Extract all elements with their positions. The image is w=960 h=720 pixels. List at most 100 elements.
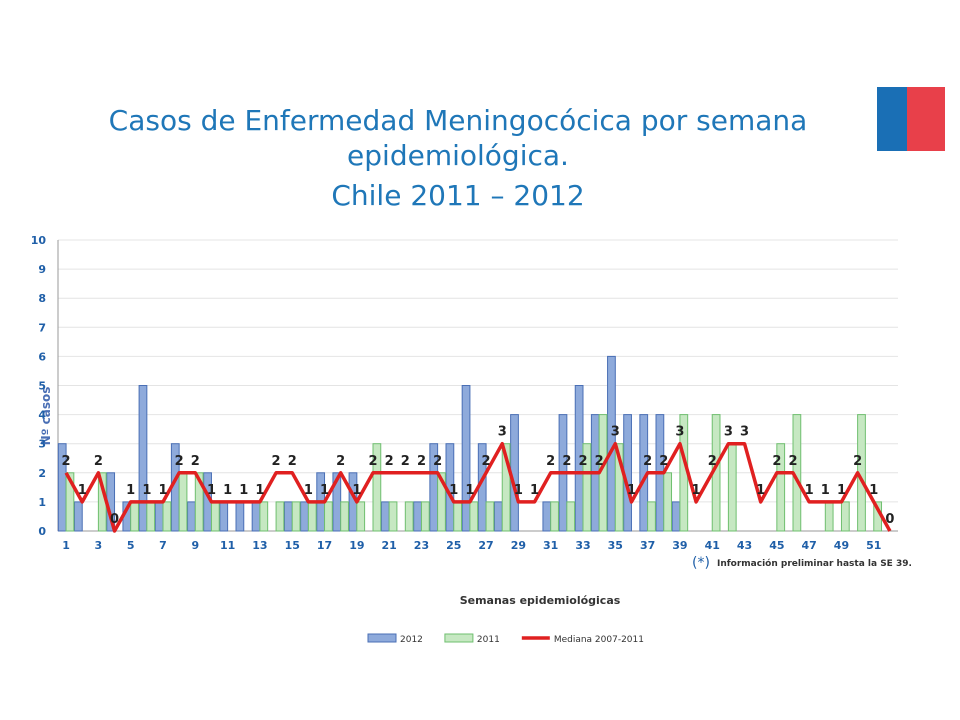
- x-tick-label: 29: [511, 539, 526, 552]
- bar: [501, 443, 511, 532]
- data-label: 2: [788, 454, 797, 469]
- x-tick-label: 1: [62, 539, 70, 552]
- data-label: 2: [62, 454, 71, 469]
- bar: [647, 501, 656, 532]
- title-line: Chile 2011 – 2012: [331, 179, 584, 212]
- data-label: 3: [740, 425, 749, 440]
- data-label: 2: [191, 454, 200, 469]
- data-label: 2: [562, 454, 571, 469]
- title-line: epidemiológica.: [347, 139, 569, 172]
- bar: [210, 501, 220, 532]
- data-label: 2: [385, 454, 394, 469]
- data-label: 1: [320, 483, 329, 498]
- data-label: 3: [675, 425, 684, 440]
- x-tick-label: 13: [252, 539, 267, 552]
- data-label: 2: [546, 454, 555, 469]
- x-tick-label: 47: [801, 539, 816, 552]
- data-label: 1: [514, 483, 523, 498]
- x-tick-label: 3: [95, 539, 103, 552]
- data-label: 2: [94, 454, 103, 469]
- bar: [154, 501, 164, 532]
- bar: [420, 501, 430, 532]
- data-label: 1: [465, 483, 474, 498]
- data-label: 2: [401, 454, 410, 469]
- data-label: 2: [272, 454, 281, 469]
- data-label: 1: [223, 483, 232, 498]
- bar: [413, 501, 422, 532]
- bar: [566, 501, 576, 532]
- x-tick-label: 15: [285, 539, 300, 552]
- data-label: 1: [304, 483, 313, 498]
- bar: [776, 443, 786, 532]
- bar: [259, 501, 269, 532]
- bar: [388, 501, 398, 532]
- data-label: 1: [821, 483, 830, 498]
- bar: [73, 501, 83, 532]
- x-tick-label: 19: [349, 539, 364, 552]
- x-tick-label: 33: [575, 539, 590, 552]
- data-label: 1: [756, 483, 765, 498]
- x-tick-label: 5: [127, 539, 135, 552]
- y-tick-label: 0: [38, 525, 46, 538]
- bar: [461, 385, 471, 532]
- data-label: 1: [255, 483, 264, 498]
- legend-label: 2012: [400, 635, 423, 645]
- bar: [300, 501, 309, 532]
- bar: [194, 472, 204, 532]
- bar: [251, 501, 261, 532]
- data-label: 1: [78, 483, 87, 498]
- x-tick-label: 23: [414, 539, 429, 552]
- data-label: 0: [110, 512, 119, 527]
- bar: [138, 385, 148, 532]
- bar: [404, 501, 414, 532]
- bar: [324, 501, 333, 532]
- legend-label: Mediana 2007-2011: [554, 635, 644, 645]
- y-tick-label: 9: [38, 263, 46, 276]
- y-tick-label: 5: [38, 380, 46, 393]
- x-tick-label: 41: [705, 539, 720, 552]
- bar: [663, 472, 673, 532]
- data-label: 1: [207, 483, 216, 498]
- bar: [469, 501, 479, 532]
- data-label: 2: [336, 454, 345, 469]
- bar: [146, 501, 156, 532]
- bar: [542, 501, 552, 532]
- bar: [283, 501, 293, 532]
- bar: [235, 501, 245, 532]
- bar: [380, 501, 390, 532]
- note-mark: (*): [692, 555, 710, 571]
- y-tick-label: 1: [38, 496, 46, 509]
- y-axis-label: Nº casos: [39, 387, 53, 446]
- data-label: 0: [885, 512, 894, 527]
- data-label: 1: [158, 483, 167, 498]
- data-label: 2: [482, 454, 491, 469]
- bar: [340, 501, 349, 532]
- data-label: 2: [417, 454, 426, 469]
- x-tick-label: 37: [640, 539, 655, 552]
- y-tick-label: 6: [38, 350, 46, 363]
- data-label: 2: [595, 454, 604, 469]
- x-tick-label: 7: [159, 539, 167, 552]
- x-tick-label: 11: [220, 539, 235, 552]
- data-label: 2: [175, 454, 184, 469]
- data-label: 2: [288, 454, 297, 469]
- bar: [824, 501, 834, 532]
- data-label: 1: [869, 483, 878, 498]
- x-axis-label: Semanas epidemiológicas: [460, 594, 621, 607]
- data-label: 3: [498, 425, 507, 440]
- data-label: 2: [772, 454, 781, 469]
- bar: [219, 501, 229, 532]
- y-tick-label: 7: [38, 321, 46, 334]
- bar: [275, 501, 285, 532]
- bar: [550, 501, 559, 532]
- x-tick-label: 25: [446, 539, 461, 552]
- data-label: 2: [433, 454, 442, 469]
- legend-swatch: [444, 633, 474, 643]
- data-label: 1: [530, 483, 539, 498]
- x-tick-label: 39: [672, 539, 687, 552]
- bar: [178, 472, 188, 532]
- x-tick-label: 21: [381, 539, 396, 552]
- x-tick-label: 45: [769, 539, 784, 552]
- bar: [493, 501, 503, 532]
